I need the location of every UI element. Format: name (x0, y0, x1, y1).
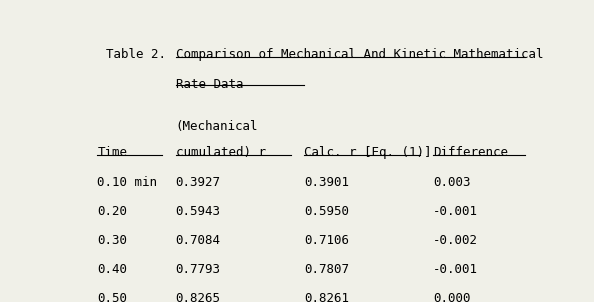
Text: Difference: Difference (434, 146, 508, 159)
Text: -0.001: -0.001 (434, 205, 478, 218)
Text: 0.3927: 0.3927 (176, 176, 220, 189)
Text: 0.7807: 0.7807 (304, 263, 349, 276)
Text: 0.8265: 0.8265 (176, 292, 220, 302)
Text: 0.000: 0.000 (434, 292, 471, 302)
Text: 0.7793: 0.7793 (176, 263, 220, 276)
Text: Calc. r [Eq. (1)]: Calc. r [Eq. (1)] (304, 146, 432, 159)
Text: 0.50: 0.50 (97, 292, 127, 302)
Text: -0.001: -0.001 (434, 263, 478, 276)
Text: Table 2.: Table 2. (106, 48, 166, 61)
Text: Comparison of Mechanical And Kinetic Mathematical: Comparison of Mechanical And Kinetic Mat… (176, 48, 543, 61)
Text: 0.20: 0.20 (97, 205, 127, 218)
Text: 0.10 min: 0.10 min (97, 176, 157, 189)
Text: 0.30: 0.30 (97, 234, 127, 247)
Text: cumulated) r: cumulated) r (176, 146, 266, 159)
Text: 0.7084: 0.7084 (176, 234, 220, 247)
Text: 0.3901: 0.3901 (304, 176, 349, 189)
Text: 0.5950: 0.5950 (304, 205, 349, 218)
Text: 0.8261: 0.8261 (304, 292, 349, 302)
Text: 0.40: 0.40 (97, 263, 127, 276)
Text: 0.5943: 0.5943 (176, 205, 220, 218)
Text: 0.7106: 0.7106 (304, 234, 349, 247)
Text: -0.002: -0.002 (434, 234, 478, 247)
Text: (Mechanical: (Mechanical (176, 120, 258, 133)
Text: Time: Time (97, 146, 127, 159)
Text: Rate Data: Rate Data (176, 78, 243, 91)
Text: 0.003: 0.003 (434, 176, 471, 189)
